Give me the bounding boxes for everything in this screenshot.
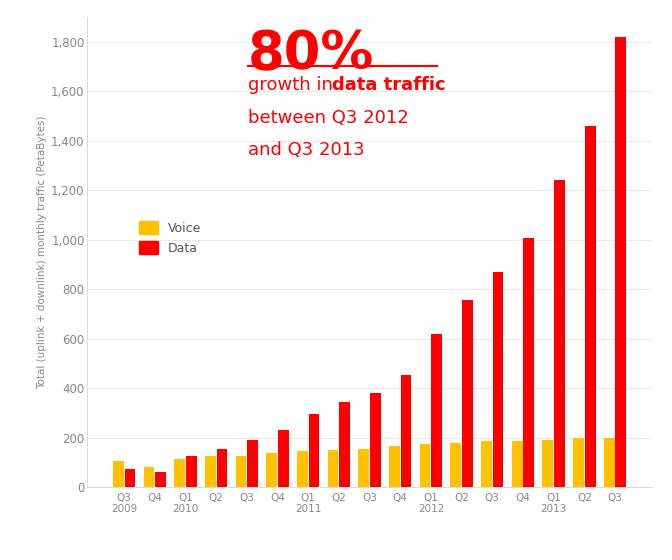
Bar — [585, 126, 595, 487]
Bar — [339, 402, 350, 487]
Bar — [450, 442, 461, 487]
Bar — [370, 393, 381, 487]
Bar — [125, 469, 136, 487]
Bar — [205, 456, 216, 487]
Bar — [216, 449, 227, 487]
Bar — [113, 461, 124, 487]
Text: and Q3 2013: and Q3 2013 — [248, 142, 365, 160]
Bar — [603, 438, 614, 487]
Bar — [389, 446, 400, 487]
Text: growth in: growth in — [248, 76, 339, 94]
Bar — [554, 180, 565, 487]
Bar — [155, 472, 166, 487]
Bar — [308, 414, 319, 487]
Bar — [236, 455, 247, 487]
Text: between Q3 2012: between Q3 2012 — [248, 109, 409, 127]
Bar — [542, 440, 553, 487]
Bar — [358, 449, 369, 487]
Bar — [481, 441, 492, 487]
Bar — [493, 272, 503, 487]
Bar — [523, 239, 534, 487]
Bar — [431, 334, 442, 487]
Bar — [420, 444, 431, 487]
Bar — [512, 441, 523, 487]
Text: data traffic: data traffic — [332, 76, 446, 94]
Bar — [573, 438, 584, 487]
Legend: Voice, Data: Voice, Data — [139, 221, 201, 255]
Bar — [401, 375, 411, 487]
Bar — [247, 440, 258, 487]
Bar — [278, 430, 289, 487]
Bar — [616, 36, 626, 487]
Bar — [144, 468, 155, 487]
Bar — [266, 452, 277, 487]
Bar — [297, 451, 308, 487]
Bar — [328, 450, 339, 487]
Y-axis label: Total (uplink + downlink) monthly traffic (PetaBytes): Total (uplink + downlink) monthly traffi… — [37, 115, 47, 389]
Text: 80%: 80% — [248, 29, 374, 81]
Bar — [174, 459, 185, 487]
Bar — [186, 455, 197, 487]
Bar — [462, 300, 473, 487]
